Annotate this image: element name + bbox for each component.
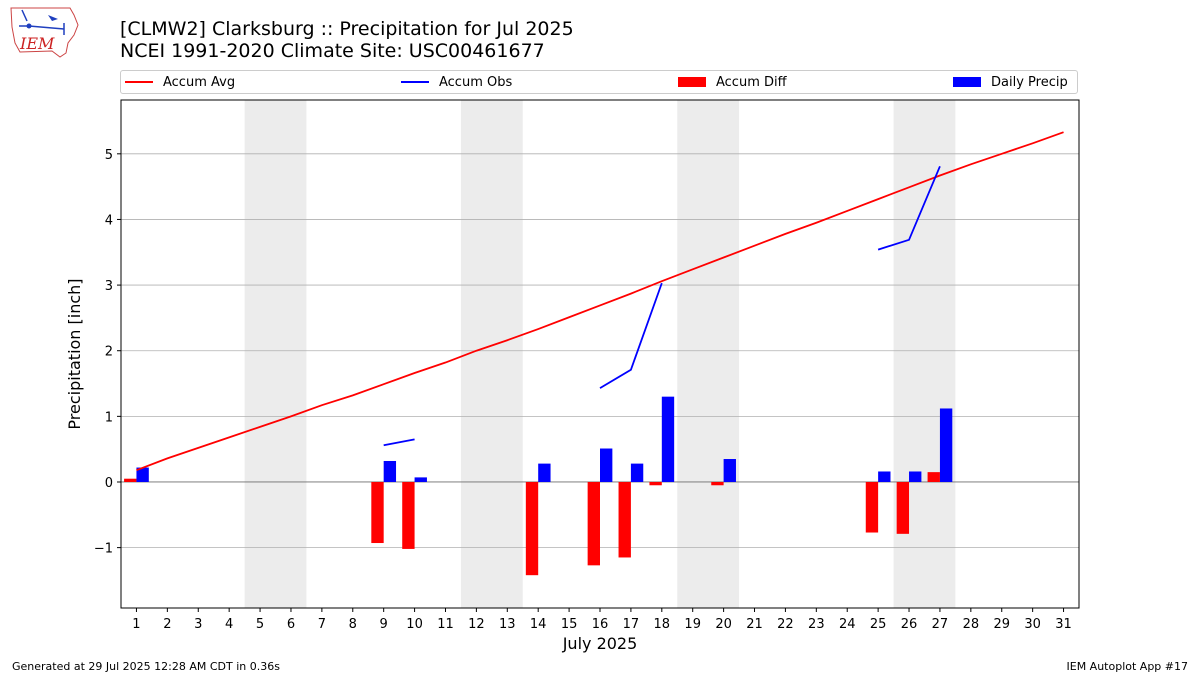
x-tick-label: 18	[654, 617, 671, 632]
x-tick-label: 14	[530, 617, 547, 632]
legend-swatch-daily-precip	[953, 77, 981, 87]
daily-precip-bar	[600, 448, 613, 482]
x-tick-label: 5	[256, 617, 264, 632]
accum-obs-line	[599, 282, 663, 389]
x-tick-label: 8	[349, 617, 357, 632]
daily-precip-bar	[909, 471, 922, 482]
daily-precip-bar	[383, 460, 397, 482]
accum-obs-line	[383, 438, 415, 447]
legend-swatch-accum-obs	[401, 81, 429, 83]
legend-item-accum-avg: Accum Avg	[125, 71, 235, 93]
legend-item-accum-diff: Accum Diff	[678, 71, 787, 93]
y-tick-label: 2	[105, 345, 113, 360]
y-tick-label: 4	[105, 213, 113, 228]
bars	[124, 396, 953, 576]
x-tick-label: 27	[932, 617, 949, 632]
x-tick-label: 31	[1055, 617, 1072, 632]
x-tick-label: 25	[870, 617, 887, 632]
app-credit: IEM Autoplot App #17	[1066, 660, 1189, 673]
y-tick-label: 0	[105, 476, 113, 491]
legend-swatch-accum-avg	[125, 81, 153, 83]
x-tick-label: 7	[318, 617, 326, 632]
legend-item-daily-precip: Daily Precip	[953, 71, 1068, 93]
accum-avg-line	[136, 131, 1064, 472]
x-tick-label: 3	[194, 617, 202, 632]
daily-precip-bar	[538, 463, 551, 482]
y-tick-label: 3	[105, 279, 113, 294]
daily-precip-bar	[661, 396, 675, 482]
x-tick-label: 21	[746, 617, 763, 632]
daily-precip-bar	[136, 467, 149, 482]
accum-diff-bar	[587, 481, 600, 566]
x-tick-label: 22	[777, 617, 794, 632]
accum-diff-bar	[927, 472, 940, 482]
accum-obs-line	[877, 165, 941, 251]
x-tick-label: 10	[406, 617, 423, 632]
x-tick-label: 30	[1024, 617, 1041, 632]
daily-precip-bar	[878, 471, 891, 482]
x-tick-label: 11	[437, 617, 454, 632]
daily-precip-bar	[723, 459, 736, 482]
x-tick-label: 29	[993, 617, 1010, 632]
accum-diff-bar	[711, 481, 724, 486]
x-tick-label: 20	[715, 617, 732, 632]
x-tick-label: 4	[225, 617, 233, 632]
weekend-band-1	[244, 100, 307, 608]
chart-subtitle: NCEI 1991-2020 Climate Site: USC00461677	[120, 40, 545, 62]
y-axis-label: Precipitation [inch]	[65, 278, 84, 429]
accum-diff-bar	[649, 481, 662, 486]
x-tick-label: 16	[592, 617, 609, 632]
legend-label-accum-obs: Accum Obs	[439, 74, 513, 90]
weekend-bands	[244, 100, 956, 608]
weekend-band-3	[677, 100, 740, 608]
x-tick-label: 12	[468, 617, 485, 632]
x-tick-label: 15	[561, 617, 578, 632]
x-tick-label: 23	[808, 617, 825, 632]
y-tick-label: 1	[105, 410, 113, 425]
svg-text:IEM: IEM	[19, 34, 55, 53]
weekend-band-4	[893, 100, 956, 608]
iem-logo: IEM	[10, 7, 79, 58]
x-tick-label: 26	[901, 617, 918, 632]
daily-precip-bar	[414, 477, 427, 482]
accum-diff-bar	[402, 481, 415, 549]
x-tick-label: 24	[839, 617, 856, 632]
plot-frame	[120, 99, 1080, 609]
accum-diff-bar	[865, 481, 879, 533]
accum-diff-bar	[896, 481, 910, 534]
weekend-band-2	[460, 100, 523, 608]
x-tick-label: 13	[499, 617, 516, 632]
x-tick-label: 9	[380, 617, 388, 632]
x-tick-label: 28	[963, 617, 980, 632]
x-tick-label: 1	[132, 617, 140, 632]
x-axis: 1 2 3 4 5 6 7 8 9 10 11 12 13 14 15 16 17 18 19 20 21 22 23 24 2…	[132, 608, 1072, 632]
accum-diff-bar	[525, 481, 539, 576]
generated-timestamp: Generated at 29 Jul 2025 12:28 AM CDT in…	[12, 660, 280, 673]
chart-title: [CLMW2] Clarksburg :: Precipitation for …	[120, 18, 574, 40]
x-tick-label: 17	[623, 617, 640, 632]
daily-precip-bar	[939, 408, 953, 482]
x-tick-label: 6	[287, 617, 295, 632]
legend-swatch-accum-diff	[678, 77, 706, 87]
x-tick-label: 19	[684, 617, 701, 632]
y-tick-label: −1	[94, 542, 113, 557]
legend-label-accum-diff: Accum Diff	[716, 74, 787, 90]
daily-precip-bar	[630, 463, 644, 482]
accum-diff-bar	[618, 481, 631, 558]
x-tick-label: 2	[163, 617, 171, 632]
legend-label-accum-avg: Accum Avg	[163, 74, 236, 90]
legend-item-accum-obs: Accum Obs	[401, 71, 512, 93]
legend-label-daily-precip: Daily Precip	[991, 74, 1068, 90]
grid-lines	[121, 153, 1079, 549]
x-axis-label: July 2025	[562, 634, 638, 653]
y-axis: −1 0 1 2 3 4 5	[94, 148, 121, 557]
accum-diff-bar	[371, 481, 384, 544]
series-lines	[136, 131, 1064, 472]
chart-legend: Accum Avg Accum Obs Accum Diff Daily Pre…	[120, 70, 1078, 94]
accum-diff-bar	[124, 478, 137, 482]
y-tick-label: 5	[105, 148, 113, 163]
